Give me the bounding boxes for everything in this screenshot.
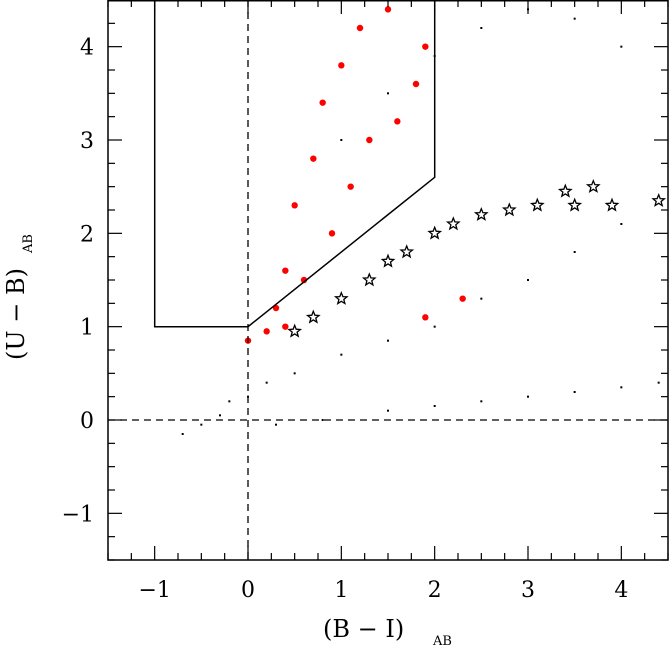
point-dot-21 [620,386,623,389]
point-dot-18 [480,400,483,403]
point-dot-3 [228,400,231,403]
point-dot-23 [340,139,343,141]
point-star-4 [380,253,396,268]
point-dot-5 [265,381,268,384]
point-dot-28 [573,17,576,20]
point-dot-9 [433,325,436,328]
point-star-7 [445,216,461,231]
point-star-14 [557,183,573,198]
point-red-4 [291,202,298,209]
point-dot-22 [657,381,660,384]
x-tick-label-3: 2 [428,578,442,603]
x-tick-label-2: 1 [334,578,348,603]
point-red-8 [356,24,364,32]
frame-layer: −1 0 1 2 3 4 −1 0 1 2 3 4 [62,0,669,603]
point-dot-10 [480,297,483,300]
point-red-11 [328,230,336,237]
point-star-11 [567,197,583,212]
point-dot-2 [219,414,221,417]
point-dot-12 [573,251,576,253]
point-star-8 [473,206,489,221]
point-star-6 [427,225,443,240]
point-red-18 [422,314,429,321]
x-tick-label-0: −1 [138,578,170,603]
point-dot-26 [480,27,483,29]
point-dot-24 [387,92,389,95]
point-red-9 [384,6,392,13]
y-axis-title-subscript: AB [21,234,36,254]
x-tick-label-5: 4 [614,578,628,603]
point-dot-8 [387,339,389,342]
point-star-9 [501,202,517,217]
point-red-14 [394,118,401,125]
y-tick-label-2: 1 [80,316,94,341]
point-dot-11 [527,279,529,281]
x-axis-title-subscript: AB [432,634,452,647]
point-red-10 [300,276,308,284]
point-dot-15 [321,419,324,421]
point-red-12 [347,183,354,190]
point-dot-20 [573,391,576,393]
y-tick-label-5: 4 [80,36,94,61]
point-star-3 [361,272,377,287]
point-dot-14 [275,423,277,426]
y-tick-label-1: 0 [80,409,94,434]
point-star-5 [399,244,415,259]
point-red-6 [319,99,326,106]
point-dot-16 [387,409,389,412]
point-red-1 [263,328,270,335]
point-red-5 [310,155,317,162]
point-red-13 [366,136,373,144]
y-tick-label-4: 3 [80,129,94,154]
point-star-12 [604,197,620,212]
y-tick-label-3: 2 [80,222,94,247]
point-red-17 [282,323,289,330]
point-star-15 [585,178,601,193]
point-dot-6 [293,372,296,375]
point-dot-7 [340,353,343,356]
point-red-7 [338,62,345,69]
point-star-1 [305,309,321,324]
point-star-0 [287,323,303,338]
point-star-13 [651,192,667,207]
data-layer [181,6,667,435]
selection-region-outline [153,0,436,328]
point-dot-1 [200,423,203,426]
point-dot-19 [527,395,529,398]
point-red-16 [422,43,429,50]
point-red-3 [282,267,289,274]
point-dot-17 [433,405,436,407]
point-dot-13 [620,223,623,225]
x-tick-label-4: 3 [521,578,535,603]
point-red-15 [412,80,420,88]
point-dot-29 [620,45,623,48]
point-red-19 [459,295,466,302]
plot-frame [107,0,669,561]
point-star-10 [529,197,545,212]
y-tick-label-0: −1 [62,502,94,527]
x-axis-title: (B − I) [323,615,404,643]
y-axis-title: (U − B) [2,268,30,360]
x-tick-label-1: 0 [241,578,255,603]
point-star-2 [333,290,349,305]
point-dot-0 [181,433,184,435]
